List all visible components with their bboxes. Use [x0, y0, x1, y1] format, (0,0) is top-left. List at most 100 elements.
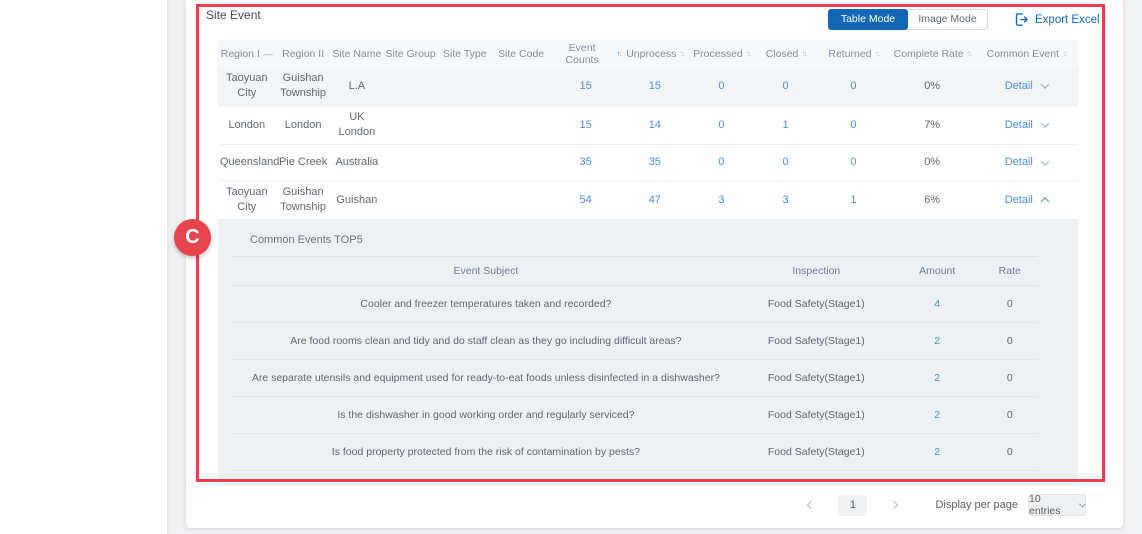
image-mode-button[interactable]: Image Mode [908, 9, 988, 30]
cell-amount[interactable]: 2 [934, 446, 941, 458]
column-header-label: Returned [828, 47, 872, 60]
table-row: London London UK London 15 14 0 1 0 7% Detail [218, 106, 1078, 145]
sort-arrows-icon: ↑↓ [801, 49, 807, 58]
left-sidebar [0, 0, 168, 534]
cell-closed[interactable]: 3 [782, 193, 789, 206]
cell-event-counts[interactable]: 54 [579, 193, 592, 206]
cell-common-event: Detail [975, 151, 1078, 174]
export-excel-button[interactable]: Export Excel [1014, 9, 1100, 30]
cell-common-event: Detail [975, 114, 1078, 137]
column-header-label: Closed [765, 47, 799, 60]
export-excel-label: Export Excel [1035, 13, 1100, 26]
subtable-header-row: Event Subject Inspection Amount Rate [232, 257, 1038, 286]
detail-link[interactable]: Detail [1004, 79, 1050, 94]
page-title: Site Event [206, 8, 261, 22]
page-number[interactable]: 1 [838, 494, 868, 516]
entries-per-page-value: 10 entries [1029, 493, 1061, 517]
column-header-label: Common Event [986, 47, 1059, 60]
cell-region2: London [284, 118, 322, 131]
cell-event-counts[interactable]: 15 [579, 118, 592, 131]
column-header-site-group[interactable]: Site Group [383, 48, 438, 60]
cell-amount[interactable]: 2 [934, 372, 941, 384]
detail-link[interactable]: Detail [1005, 193, 1050, 208]
column-header-site-type[interactable]: Site Type [438, 48, 491, 60]
cell-processed[interactable]: 0 [718, 118, 725, 131]
cell-region2: Guishan Township [280, 72, 327, 99]
cell-unprocess[interactable]: 47 [648, 193, 661, 206]
cell-inspection: Food Safety(Stage1) [767, 372, 865, 384]
cell-closed[interactable]: 1 [782, 118, 789, 131]
column-header-label: Site Group [385, 47, 436, 60]
column-header-site-code[interactable]: Site Code [491, 48, 550, 60]
cell-site-type [438, 121, 491, 129]
cell-closed[interactable]: 0 [782, 156, 789, 168]
detail-link-label: Detail [1004, 79, 1033, 92]
cell-rate: 0 [1006, 298, 1013, 310]
column-header-site-name[interactable]: Site Name [331, 48, 383, 60]
cell-amount[interactable]: 2 [934, 335, 941, 347]
column-header-returned[interactable]: Returned ↑↓ [817, 48, 889, 60]
cell-processed[interactable]: 3 [718, 193, 725, 206]
cell-site-code [491, 196, 550, 204]
cell-amount[interactable]: 2 [934, 409, 941, 421]
cell-processed[interactable]: 0 [718, 156, 725, 168]
cell-event-counts[interactable]: 15 [579, 79, 592, 92]
cell-rate: 0 [1006, 335, 1013, 347]
prev-page-button[interactable] [802, 494, 820, 516]
table-mode-button[interactable]: Table Mode [828, 9, 908, 30]
cell-inspection: Food Safety(Stage1) [767, 298, 865, 310]
cell-complete-rate: 7% [924, 118, 941, 131]
subtable-column-header: Amount [919, 265, 956, 277]
cell-event-subject: Is food property protected from the risk… [331, 446, 640, 458]
chevron-down-icon[interactable] [1040, 156, 1050, 166]
detail-link[interactable]: Detail [1004, 155, 1050, 170]
chevron-up-icon[interactable] [1040, 197, 1050, 206]
sort-arrows-icon: ↑↓ [679, 49, 685, 58]
common-events-panel: Common Events TOP5 Event Subject Inspectio… [218, 220, 1078, 485]
column-header-processed[interactable]: Processed ↑↓ [689, 48, 754, 60]
column-header-unprocess[interactable]: Unprocess ↑↓ [620, 48, 689, 60]
cell-site-group [383, 121, 438, 129]
detail-link-label: Detail [1004, 118, 1033, 131]
column-header-region-i[interactable]: Region I — [218, 48, 276, 60]
cell-region1: London [228, 118, 266, 131]
column-header-complete-rate[interactable]: Complete Rate ↑↓ [890, 48, 975, 60]
cell-site-type [438, 196, 491, 204]
chevron-down-icon[interactable] [1040, 119, 1050, 128]
subtable-row: Are separate utensils and equipment used… [232, 360, 1038, 397]
subtable-column-header: Event Subject [453, 265, 519, 277]
cell-closed[interactable]: 0 [782, 79, 789, 92]
entries-per-page-select[interactable]: 10 entries [1028, 493, 1087, 517]
chevron-down-icon[interactable] [1040, 80, 1050, 89]
cell-processed[interactable]: 0 [718, 79, 725, 92]
chevron-down-icon [1078, 500, 1087, 508]
detail-link[interactable]: Detail [1004, 118, 1050, 133]
cell-returned[interactable]: 1 [850, 193, 857, 206]
cell-unprocess[interactable]: 35 [648, 156, 661, 168]
cell-unprocess[interactable]: 14 [648, 118, 661, 131]
column-header-region-ii[interactable]: Region II [276, 48, 331, 60]
next-page-button[interactable] [885, 494, 903, 516]
column-header-label: Site Name [332, 47, 382, 60]
detail-link-label: Detail [1004, 156, 1033, 168]
cell-amount[interactable]: 4 [934, 298, 941, 310]
cell-event-subject: Is the dishwasher in good working order … [337, 409, 635, 421]
column-header-event-counts[interactable]: Event Counts ↑↓ [551, 42, 622, 66]
cell-event-counts[interactable]: 35 [579, 156, 592, 168]
cell-returned[interactable]: 0 [850, 118, 857, 131]
view-mode-toggle: Table Mode Image Mode [828, 9, 988, 30]
column-header-common-event[interactable]: Common Event ↑↓ [975, 48, 1078, 60]
cell-region1: Queensland [220, 156, 280, 168]
column-header-label: Unprocess [626, 47, 677, 60]
table-row: Queensland Pie Creek Australia 35 35 0 0 0 0% Det… [218, 145, 1078, 181]
table-body: Taoyuan City Guishan Township L.A 15 15 0 0 0 0%… [218, 67, 1078, 485]
chevron-left-icon [807, 500, 816, 510]
column-header-closed[interactable]: Closed ↑↓ [754, 48, 818, 60]
cell-returned[interactable]: 0 [850, 156, 857, 168]
cell-event-subject: Are food rooms clean and tidy and do sta… [290, 335, 682, 347]
subtable-column-header: Rate [998, 265, 1021, 277]
cell-returned[interactable]: 0 [850, 79, 857, 92]
sort-dash-icon: — [263, 48, 273, 59]
subtable-row: Cooler and freezer temperatures taken an… [232, 286, 1038, 323]
cell-unprocess[interactable]: 15 [648, 79, 661, 92]
